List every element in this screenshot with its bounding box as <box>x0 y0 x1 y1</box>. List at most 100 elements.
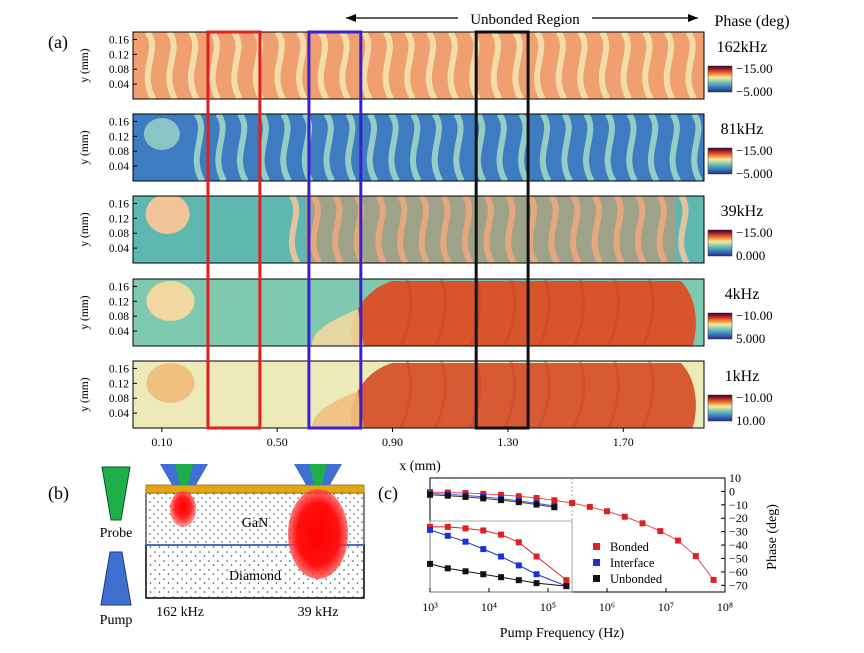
y-tick-label: 0.16 <box>109 116 129 128</box>
inset-data-point <box>427 560 433 567</box>
y-tick-label: 0.12 <box>109 131 129 143</box>
freq-label: 4kHz <box>725 286 760 303</box>
y-axis-label: y (mm) <box>79 377 91 411</box>
x-axis: 0.10 0.50 0.90 1.30 1.70 <box>151 428 634 449</box>
data-point <box>498 497 505 504</box>
inset-data-point <box>498 574 505 581</box>
inset-data-point <box>533 571 540 578</box>
x-tick-label: 0.90 <box>382 435 403 449</box>
legend-swatch <box>593 575 600 582</box>
y-tick-label: 0.04 <box>109 408 129 420</box>
chart-y-tick: −50 <box>729 551 748 565</box>
data-point <box>569 500 576 507</box>
inset-data-point <box>563 583 570 590</box>
x-tick-label: 0.10 <box>151 435 172 449</box>
inset-data-point <box>462 538 469 545</box>
region-box-1 <box>206 30 262 430</box>
data-point <box>710 576 717 583</box>
data-point <box>480 490 487 497</box>
sample-cross-section <box>145 464 365 599</box>
heat-spot-39khz <box>288 489 348 579</box>
phase-map-4kHz: 0.16 0.12 0.08 0.04 y (mm) 4kHz −10.00 5.000 <box>79 278 773 347</box>
inset-data-point <box>427 526 433 533</box>
colorbar <box>707 65 733 93</box>
freq-label-left: 162 kHz <box>156 605 204 620</box>
gan-label: GaN <box>242 516 268 531</box>
data-point <box>692 553 699 560</box>
chart-x-tick: 10⁷ <box>658 600 674 614</box>
data-point <box>515 493 522 500</box>
chart-x-tick: 10⁶ <box>599 600 615 614</box>
data-point <box>551 497 558 504</box>
panel-b-label: (b) <box>48 483 69 504</box>
y-tick-label: 0.08 <box>109 228 129 240</box>
phase-map-39kHz: 0.16 0.12 0.08 0.04 y (mm) 39kHz −15.00 0.000 <box>79 195 773 264</box>
inset-data-point <box>533 580 540 587</box>
data-point <box>427 491 433 498</box>
y-tick-label: 0.08 <box>109 311 129 323</box>
y-tick-label: 0.12 <box>109 49 129 61</box>
phase-vs-frequency-chart: 10³ 10⁴ 10⁵ 10⁶ 10⁷ 10⁸ 100−10−20−30−40−50−60−… <box>422 471 748 614</box>
phase-map-81kHz: 0.16 0.12 0.08 0.04 y (mm) 81kHz −15.00 −5.000 <box>79 113 773 182</box>
chart-y-tick: −10 <box>729 498 748 512</box>
colorbar <box>707 312 733 340</box>
x-axis-label: x (mm) <box>399 459 441 474</box>
unbonded-region-label: Unbonded Region <box>470 12 580 28</box>
inset-data-point <box>480 546 487 553</box>
probe-label: Probe <box>100 526 133 541</box>
colorbar-bottom-label: −5.000 <box>736 166 773 181</box>
inset-data-point <box>480 571 487 578</box>
chart-y-tick: −40 <box>729 538 748 552</box>
data-point <box>515 499 522 506</box>
inset-data-point <box>444 565 451 572</box>
inset-data-point <box>462 568 469 575</box>
phase-map-162kHz: 0.16 0.12 0.08 0.04 y (mm) 162kHz −15.00 −5.000 <box>79 31 773 100</box>
colorbar-top-label: −15.00 <box>736 225 773 240</box>
x-tick-label: 1.30 <box>497 435 518 449</box>
y-tick-label: 0.04 <box>109 326 129 338</box>
probe-legend-icon <box>101 466 131 521</box>
pump-legend-icon <box>100 551 132 606</box>
y-axis-label: y (mm) <box>79 212 91 246</box>
data-point <box>498 491 505 498</box>
chart-y-tick: −20 <box>729 511 748 525</box>
data-point <box>462 493 469 500</box>
legend-label: Bonded <box>610 540 650 554</box>
y-tick-label: 0.16 <box>109 281 129 293</box>
data-point <box>586 503 593 510</box>
region-box-3 <box>474 30 530 430</box>
colorbar-top-label: −15.00 <box>736 143 773 158</box>
unbonded-region-arrow <box>346 14 698 22</box>
data-point <box>604 508 610 515</box>
data-point <box>480 495 487 502</box>
inset-data-point <box>515 562 522 569</box>
diamond-label: Diamond <box>229 569 281 584</box>
y-tick-label: 0.16 <box>109 34 129 46</box>
inset-data-point <box>498 531 505 538</box>
y-tick-label: 0.08 <box>109 393 129 405</box>
inset-series-unbonded <box>427 560 570 590</box>
pump-label: Pump <box>100 613 133 628</box>
data-point <box>533 501 540 508</box>
phase-map-1kHz: 0.16 0.12 0.08 0.04 y (mm) 1kHz −10.00 10.00 <box>79 360 773 429</box>
region-box-2 <box>307 30 363 430</box>
y-axis-label: y (mm) <box>79 295 91 329</box>
chart-x-tick: 10⁴ <box>481 600 497 614</box>
colorbar-bottom-label: 0.000 <box>736 248 765 263</box>
data-point <box>444 492 451 499</box>
probe-beam-right <box>309 464 327 485</box>
chart-y-label: Phase (deg) <box>765 504 780 570</box>
colorbar-bottom-label: 5.000 <box>736 331 765 346</box>
legend-swatch <box>593 543 600 550</box>
data-point <box>621 513 628 520</box>
gold-transducer-layer <box>145 484 365 494</box>
inset-data-point <box>515 539 522 546</box>
chart-y-tick: −60 <box>729 565 748 579</box>
panel-c-label: (c) <box>378 483 398 504</box>
colorbar-bottom-label: −5.000 <box>736 84 773 99</box>
colorbar <box>707 229 733 257</box>
chart-frame <box>429 477 726 593</box>
x-tick-label: 1.70 <box>613 435 634 449</box>
colorbar-top-label: −10.00 <box>736 308 773 323</box>
y-tick-label: 0.16 <box>109 363 129 375</box>
